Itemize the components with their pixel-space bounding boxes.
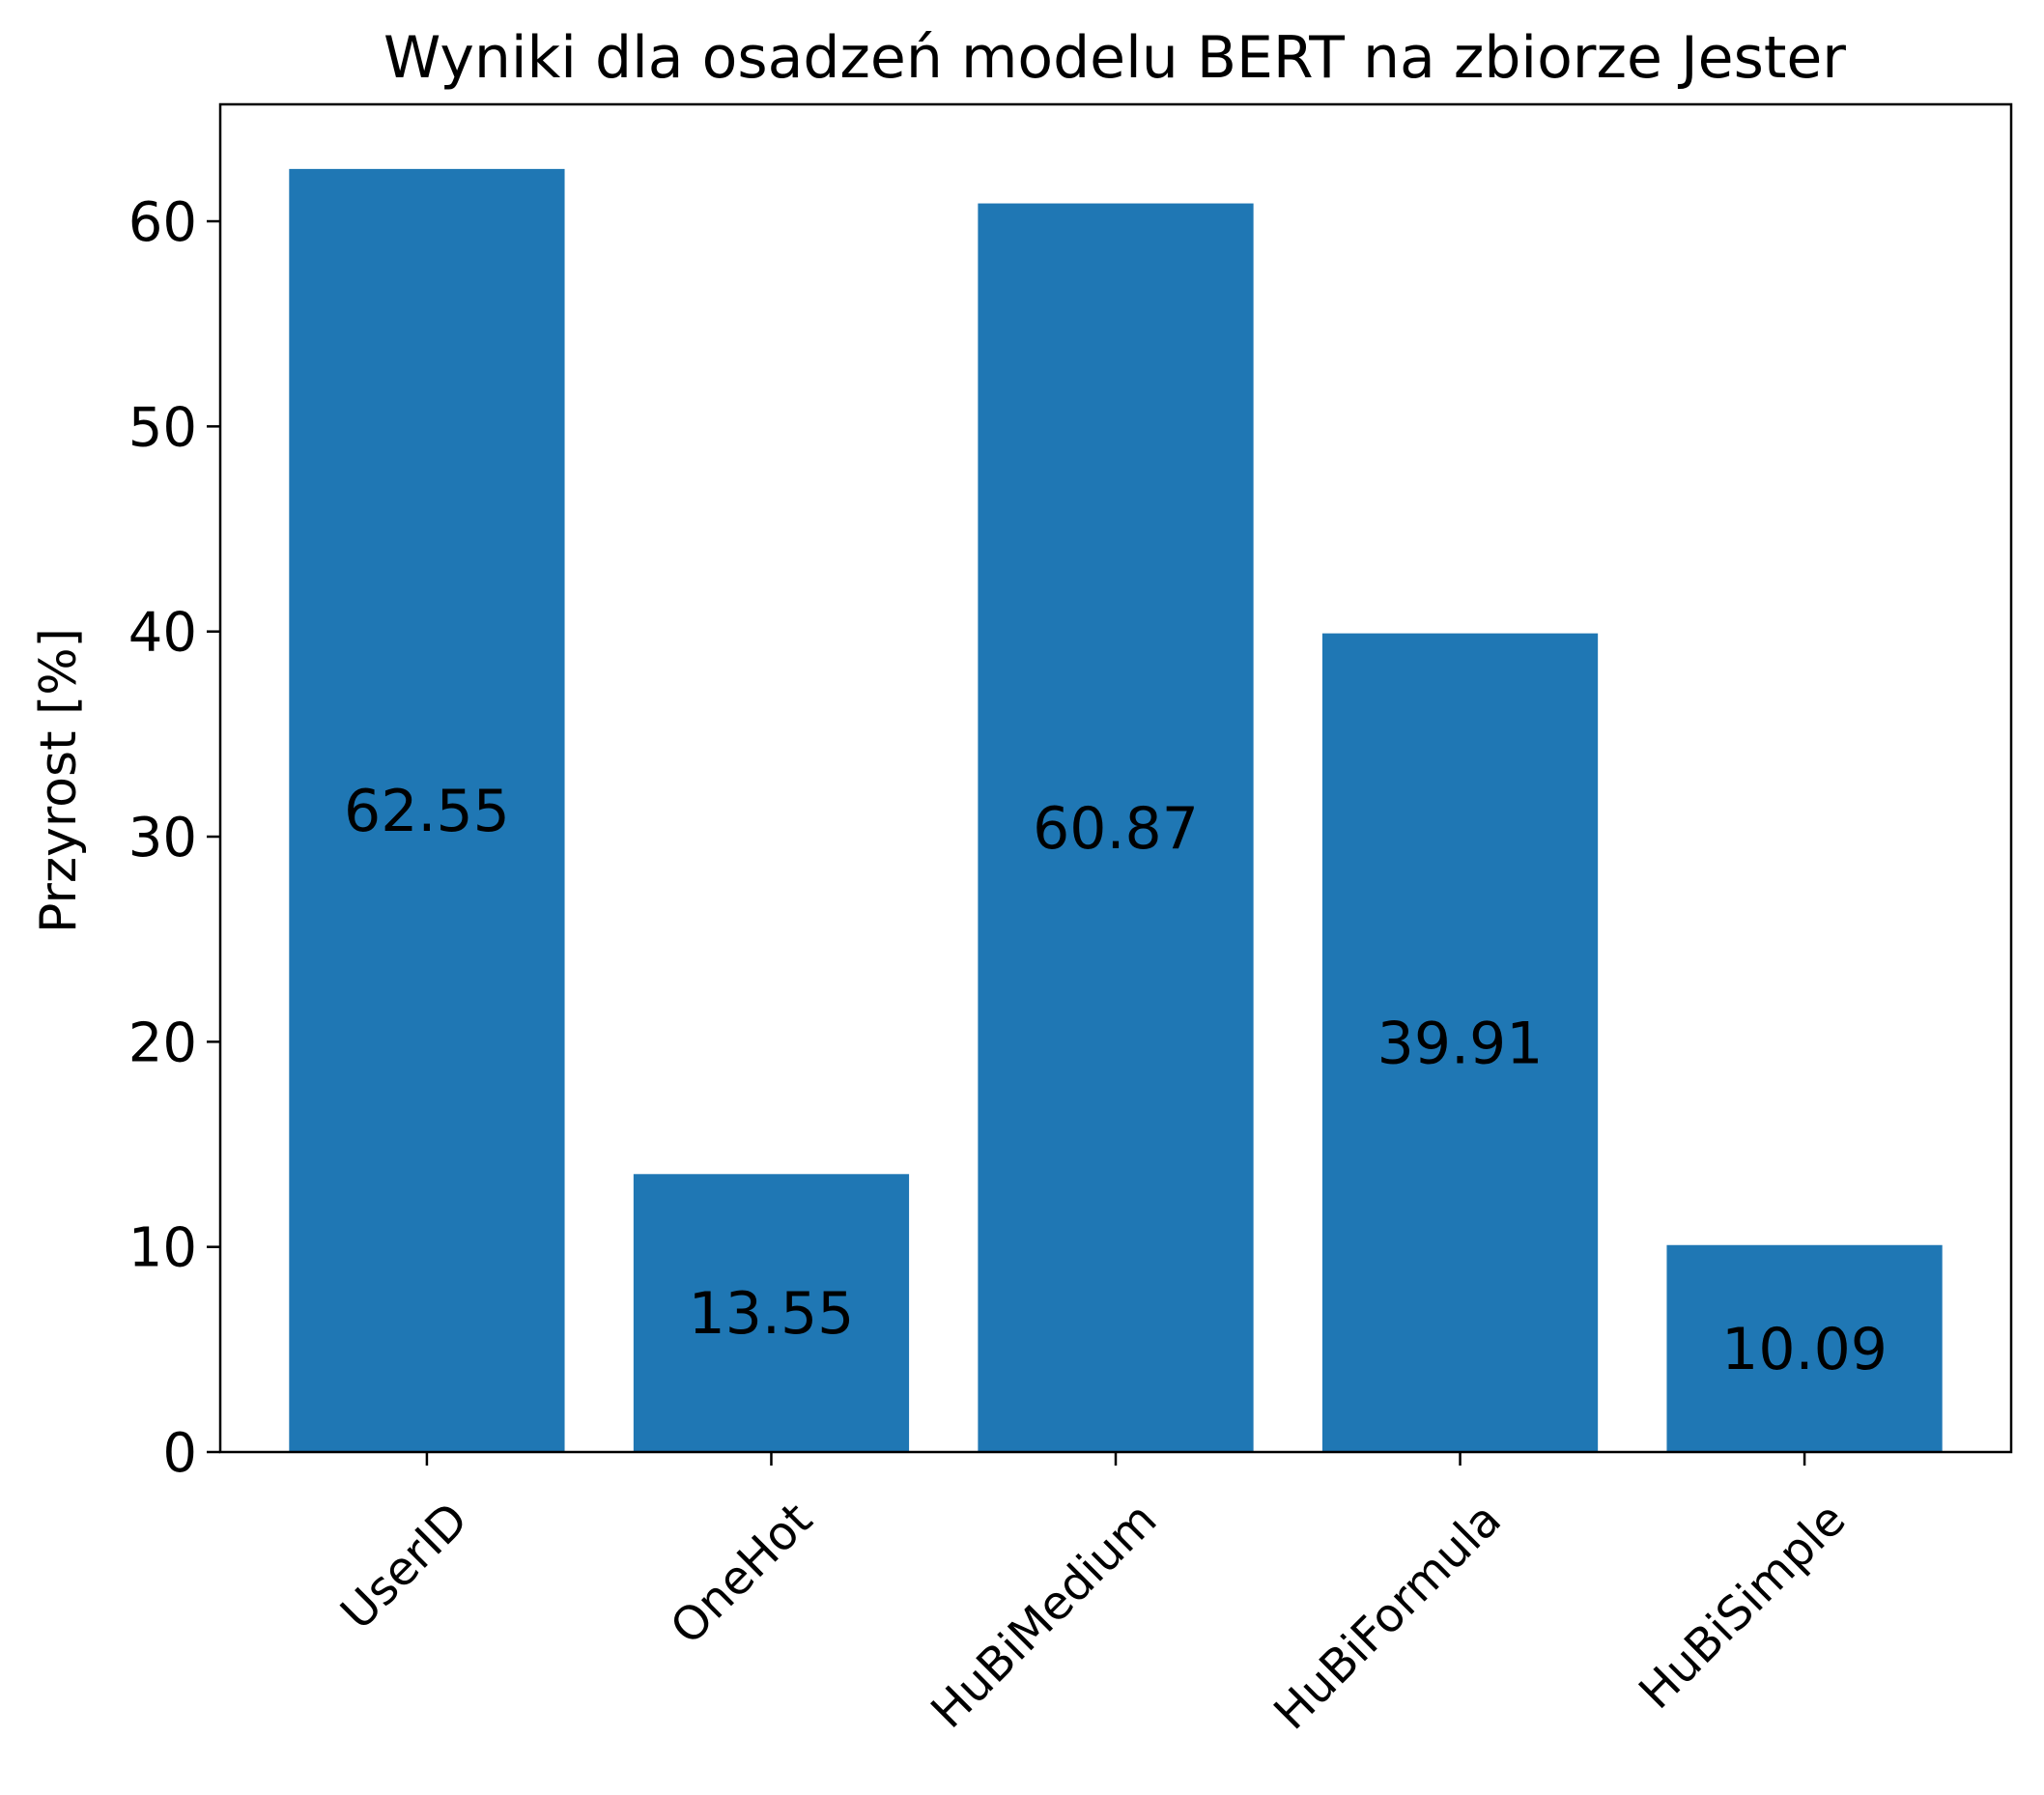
value-label-hubimedium: 60.87	[1033, 795, 1199, 863]
bar-onehot	[633, 1174, 910, 1452]
value-label-hubiformula: 39.91	[1377, 1010, 1544, 1077]
y-tick-label: 0	[162, 1422, 197, 1485]
plot-frame	[218, 102, 2013, 1454]
value-label-hubisimple: 10.09	[1721, 1316, 1888, 1383]
y-axis-label: Przyrost [%]	[30, 628, 88, 933]
y-tick-label: 40	[128, 602, 197, 665]
x-tick-label-userid: UserID	[330, 1493, 478, 1640]
y-axis-ticks: 0 10 20 30 40 50 60	[128, 191, 220, 1485]
bar-hubisimple	[1666, 1244, 1943, 1452]
y-tick-label: 30	[128, 807, 197, 869]
bar-hubimedium	[978, 203, 1254, 1452]
bars-group	[289, 168, 1943, 1453]
bar-hubiformula	[1321, 633, 1599, 1452]
y-tick-label: 60	[128, 191, 197, 254]
y-tick-label: 10	[128, 1217, 197, 1280]
chart-title: Wyniki dla osadzeń modelu BERT na zbiorz…	[383, 24, 1846, 92]
value-label-userid: 62.55	[344, 778, 510, 845]
bar-userid	[289, 168, 565, 1453]
x-axis-ticks: UserID OneHot HuBiMedium HuBiFormula HuBiSim…	[330, 1452, 1856, 1740]
y-tick-label: 20	[128, 1011, 197, 1074]
x-tick-label-hubimedium: HuBiMedium	[921, 1493, 1167, 1739]
x-tick-label-hubiformula: HuBiFormula	[1263, 1493, 1512, 1741]
value-labels-group: 62.55 13.55 60.87 39.91 10.09	[344, 778, 1888, 1383]
x-tick-label-hubisimple: HuBiSimple	[1629, 1493, 1856, 1720]
x-tick-label-onehot: OneHot	[661, 1493, 823, 1655]
value-label-onehot: 13.55	[689, 1280, 855, 1348]
y-tick-label: 50	[128, 396, 197, 459]
